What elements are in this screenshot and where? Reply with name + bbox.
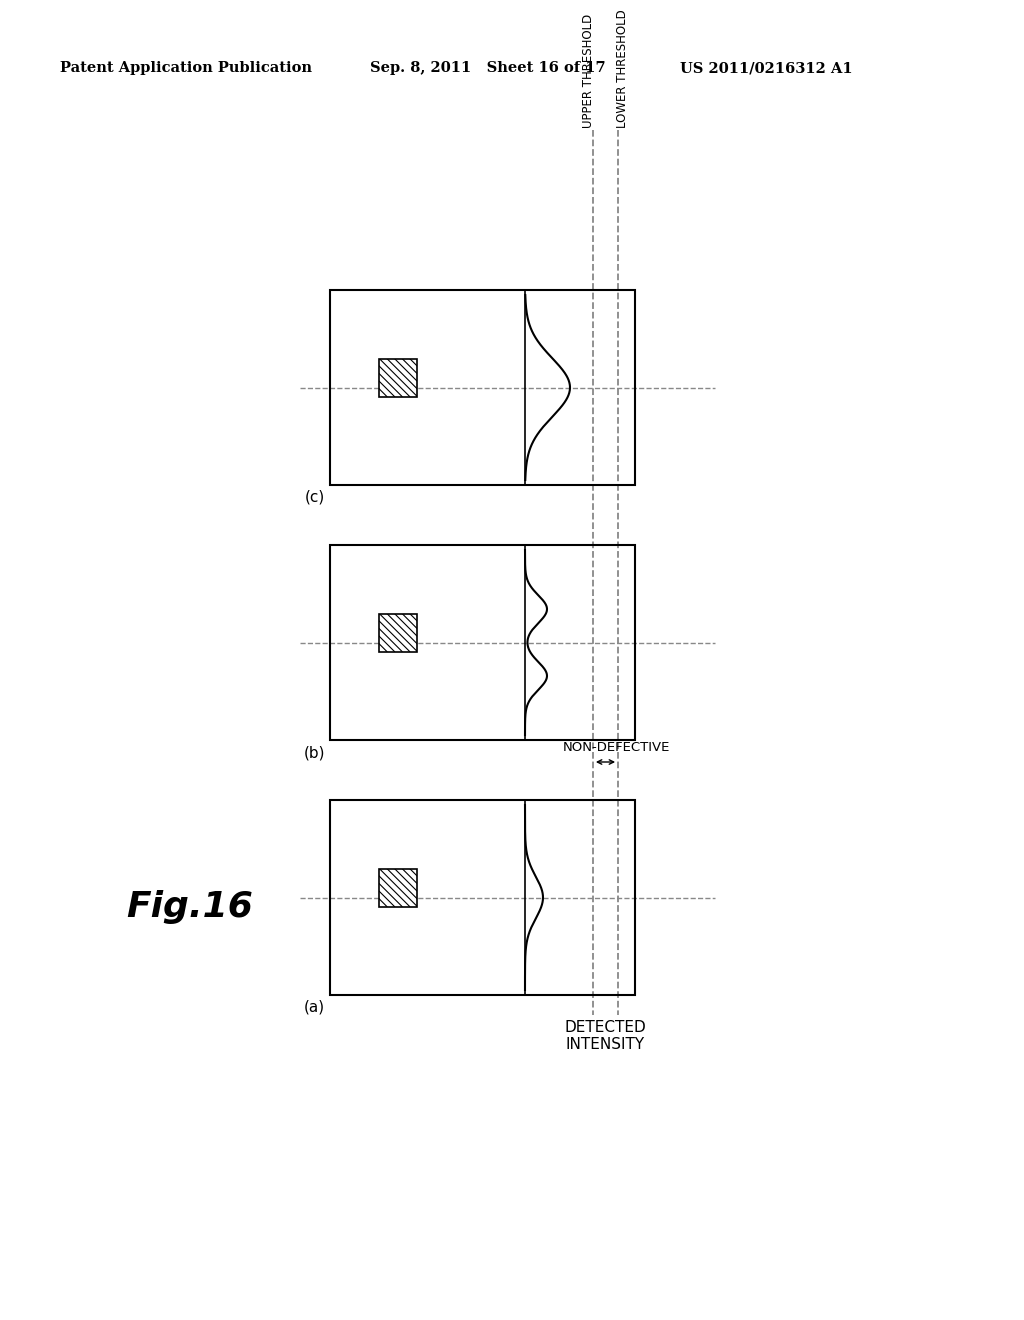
Text: Sep. 8, 2011   Sheet 16 of 17: Sep. 8, 2011 Sheet 16 of 17 <box>370 61 605 75</box>
Text: UPPER THRESHOLD: UPPER THRESHOLD <box>583 13 596 128</box>
Bar <box>330 290 635 484</box>
Text: DETECTED
INTENSITY: DETECTED INTENSITY <box>564 1020 646 1052</box>
Text: (c): (c) <box>305 490 325 506</box>
Text: Fig.16: Fig.16 <box>127 890 253 924</box>
Text: Patent Application Publication: Patent Application Publication <box>60 61 312 75</box>
Text: (b): (b) <box>303 744 325 760</box>
Bar <box>330 800 635 995</box>
Bar <box>379 359 417 396</box>
Bar <box>330 545 635 741</box>
Text: NON-DEFECTIVE: NON-DEFECTIVE <box>563 741 671 754</box>
Bar <box>379 614 417 652</box>
Text: (a): (a) <box>304 1001 325 1015</box>
Text: LOWER THRESHOLD: LOWER THRESHOLD <box>615 9 629 128</box>
Bar <box>379 869 417 907</box>
Text: US 2011/0216312 A1: US 2011/0216312 A1 <box>680 61 853 75</box>
